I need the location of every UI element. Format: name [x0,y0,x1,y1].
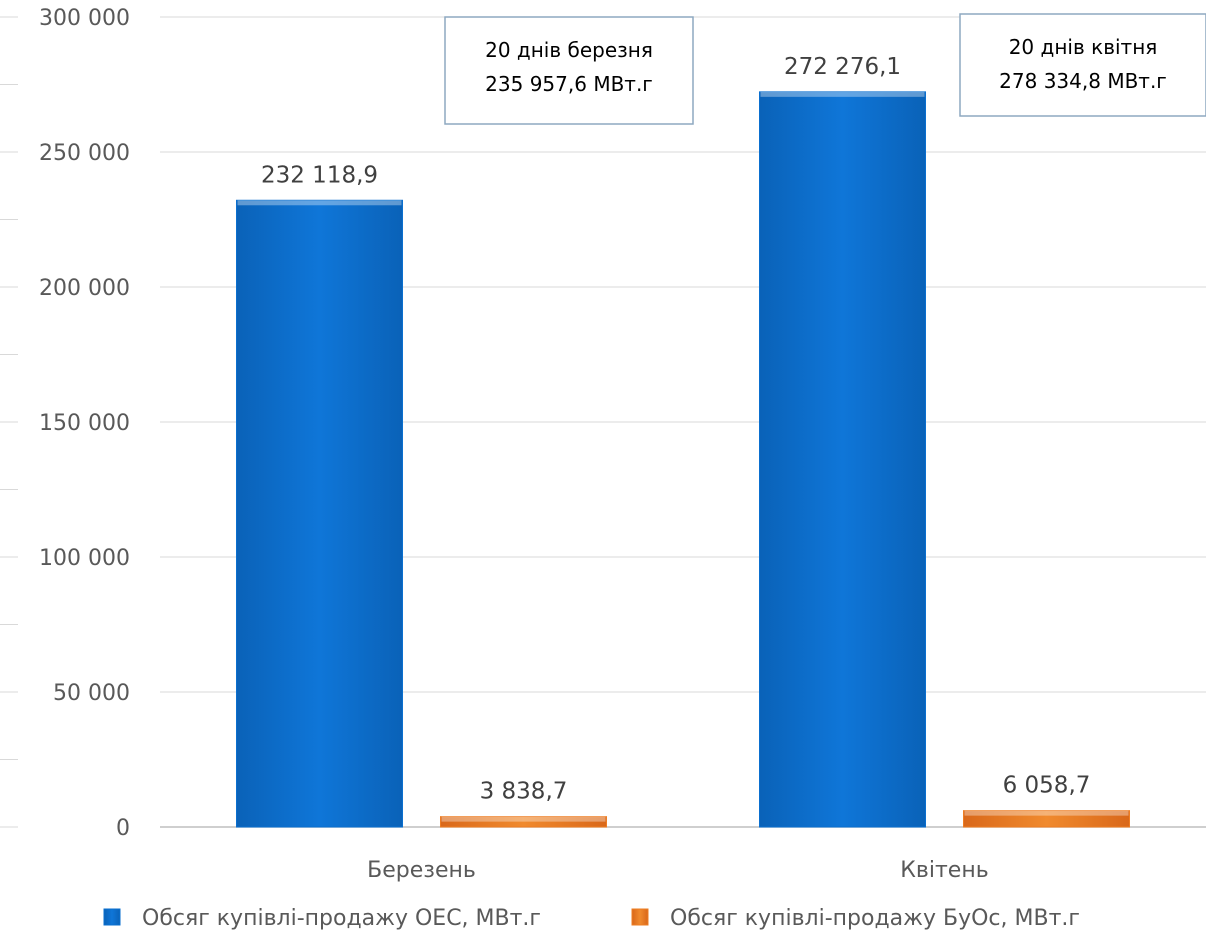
annotation-box [959,13,1206,117]
legend-label: Обсяг купівлі-продажу ОЕС, МВт.г [142,906,541,931]
bar-bevel [441,816,606,822]
bar-bevel [760,91,925,97]
y-tick-label: 50 000 [53,681,130,706]
data-label: 272 276,1 [784,54,901,80]
x-category-label: Квітень [900,858,988,883]
bar-oes-1 [236,199,403,828]
y-tick-label: 250 000 [39,141,130,166]
bar-buos-2 [963,810,1130,828]
bar-bevel [964,810,1129,816]
data-label: 6 058,7 [1003,773,1091,799]
y-tick-label: 300 000 [39,6,130,31]
y-tick-label: 200 000 [39,276,130,301]
x-category-label: Березень [367,858,476,883]
bar-oes-2 [759,91,926,828]
annotation-text: 20 днів квітня [1009,35,1158,59]
legend-swatch-oes [103,908,121,926]
annotation-text: 235 957,6 МВт.г [485,72,653,96]
data-label: 232 118,9 [261,162,378,188]
y-tick-label: 150 000 [39,411,130,436]
bar-bevel [237,200,402,206]
legend-label: Обсяг купівлі-продажу БуОс, МВт.г [670,906,1080,931]
y-tick-label: 100 000 [39,546,130,571]
data-label: 3 838,7 [480,779,568,805]
annotation-box [444,16,694,125]
legend-swatch-buos [631,908,649,926]
y-tick-label: 0 [116,816,130,841]
annotation-text: 20 днів березня [485,38,653,62]
annotation-text: 278 334,8 МВт.г [999,69,1167,93]
bar-buos-1 [440,816,607,828]
